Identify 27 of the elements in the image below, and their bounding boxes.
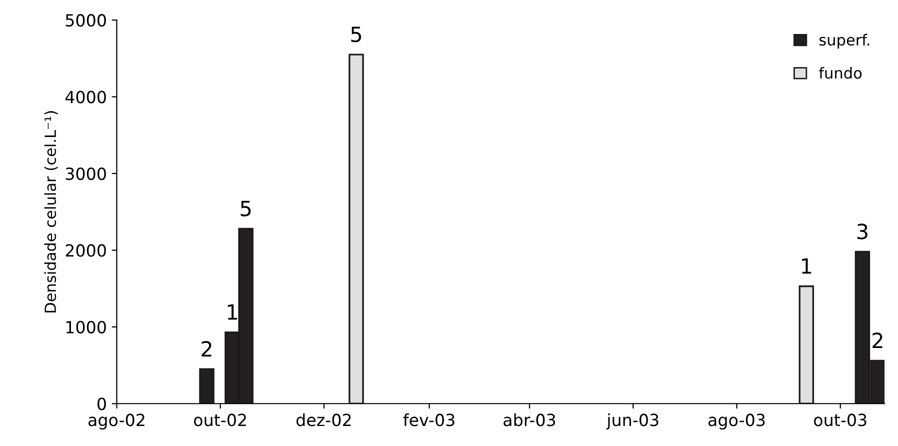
bar [798,285,814,404]
y-tick-label: 4000 [65,90,106,104]
x-tick-label: out-02 [194,414,246,426]
legend-label: superf. [819,34,870,49]
annotation: 1 [228,304,237,320]
annotation: 3 [857,224,868,240]
y-tick-label: 3000 [66,167,106,180]
bar [348,54,364,404]
annotation: 5 [351,26,362,42]
legend-label: fundo [818,66,862,79]
x-tick-label: ago-02 [88,414,144,430]
x-tick-label: abr-03 [504,413,556,426]
annotation: 5 [240,200,251,216]
y-tick-label: 2000 [66,244,106,257]
x-tick-label: dez-02 [296,413,351,426]
y-axis-title: Densidade celular (cel.L⁻¹) [44,111,58,312]
x-tick-label: jun-03 [606,413,658,430]
x-tick-label: out-03 [814,414,866,426]
y-tick-label: 0 [98,398,106,410]
x-tick-label: fev-03 [403,413,454,426]
annotation: 2 [202,340,212,356]
annotation: 1 [802,258,812,274]
annotation: 2 [872,332,882,348]
x-tick-label: ago-03 [708,414,765,430]
bar [199,368,214,404]
y-tick-label: 1000 [66,320,106,334]
y-tick-label: 5000 [66,14,106,27]
